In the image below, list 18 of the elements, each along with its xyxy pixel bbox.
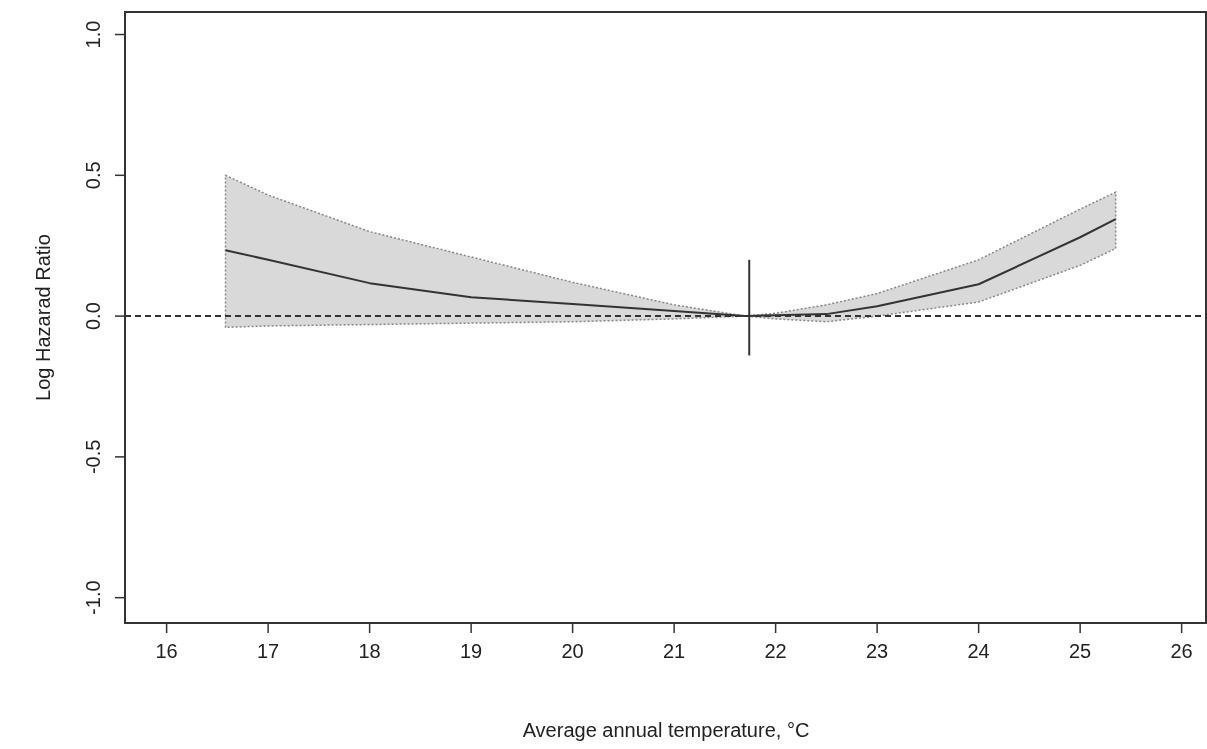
y-tick-label: -0.5 xyxy=(82,439,104,475)
x-tick-label: 17 xyxy=(256,640,280,662)
y-tick-label: 1.0 xyxy=(82,20,104,49)
y-axis-title: Log Hazarad Ratio xyxy=(32,234,54,401)
x-tick-label: 22 xyxy=(764,640,787,662)
x-tick-label: 16 xyxy=(155,640,178,662)
x-tick-label: 26 xyxy=(1170,640,1193,662)
x-tick-label: 18 xyxy=(358,640,381,662)
x-tick-label: 24 xyxy=(967,640,990,662)
x-tick-label: 19 xyxy=(460,640,483,662)
x-tick-label: 20 xyxy=(561,640,584,662)
y-tick-label: -1.0 xyxy=(82,580,104,615)
x-tick-label: 23 xyxy=(866,640,889,662)
y-tick-label: 0.0 xyxy=(82,302,104,330)
y-tick-label: 0.5 xyxy=(82,161,104,190)
x-axis-title: Average annual temperature, °C xyxy=(522,719,810,741)
x-tick-label: 25 xyxy=(1069,640,1092,662)
x-tick-label: 21 xyxy=(663,640,686,662)
